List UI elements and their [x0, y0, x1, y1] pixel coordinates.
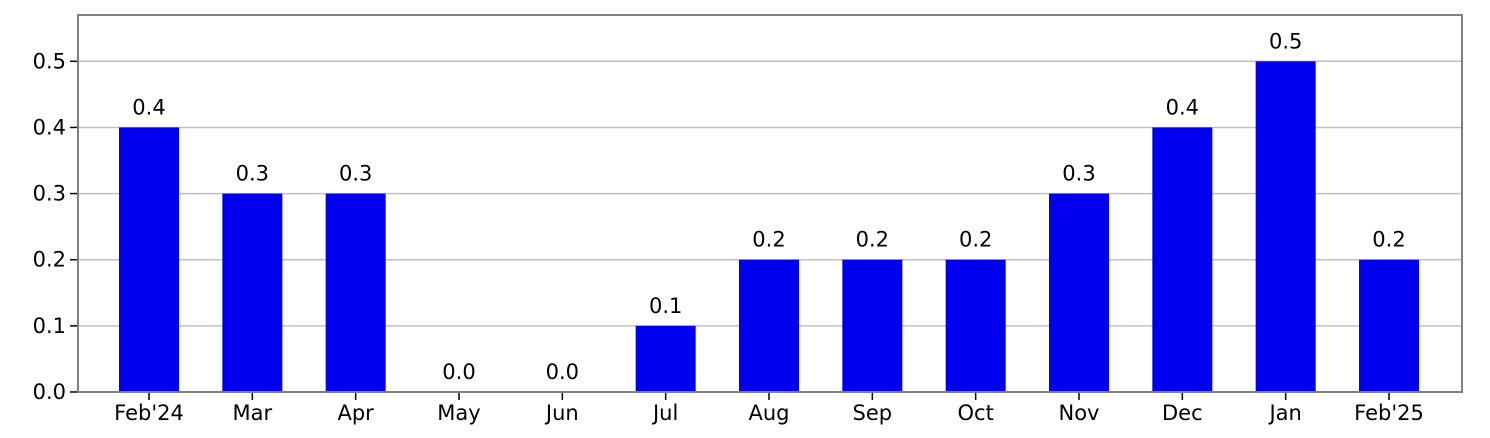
data-label: 0.0	[442, 360, 475, 384]
bar	[222, 193, 283, 392]
data-label: 0.5	[1269, 29, 1302, 53]
y-tick-label: 0.3	[33, 182, 66, 206]
bar	[325, 193, 386, 392]
bar	[635, 325, 696, 392]
x-tick-label: Oct	[958, 401, 994, 425]
data-label: 0.2	[959, 228, 992, 252]
data-label: 0.4	[132, 95, 165, 119]
plot-frame	[77, 14, 1463, 393]
data-label: 0.4	[1166, 95, 1199, 119]
data-labels: 0.4 0.3 0.3 0.0 0.0 0.1 0.2 0.2 0.2 0.3 0.4 0.5 0.2	[132, 29, 1405, 384]
x-tick-label: Aug	[748, 401, 789, 425]
data-label: 0.2	[856, 228, 889, 252]
x-tick-label: Apr	[337, 401, 374, 425]
data-label: 0.3	[236, 162, 269, 186]
data-label: 0.1	[649, 294, 682, 318]
x-tick-label: Jun	[544, 401, 579, 425]
bar	[1152, 127, 1213, 392]
axes: 0.0 0.1 0.2 0.3 0.4 0.5 Feb'24 Mar Apr May Jun Jul A…	[33, 14, 1463, 425]
y-tick-label: 0.0	[33, 380, 66, 404]
y-tick-label: 0.1	[33, 314, 66, 338]
x-tick-label: Nov	[1059, 401, 1100, 425]
data-label: 0.3	[1062, 162, 1095, 186]
x-tick-label: Feb'24	[114, 401, 184, 425]
bar	[1359, 259, 1419, 392]
x-tick-label: Jan	[1267, 401, 1301, 425]
y-tick-label: 0.5	[33, 49, 66, 73]
x-tick-label: May	[437, 401, 480, 425]
x-tick-label: Mar	[233, 401, 273, 425]
bar	[739, 259, 799, 392]
data-label: 0.3	[339, 162, 372, 186]
bar	[119, 127, 179, 392]
bar	[1049, 193, 1109, 392]
bar	[1255, 61, 1316, 392]
bar	[945, 259, 1006, 392]
y-tick-label: 0.2	[33, 248, 66, 272]
data-label: 0.2	[1372, 228, 1405, 252]
gridlines	[78, 60, 1462, 327]
data-label: 0.2	[752, 228, 785, 252]
bars	[119, 61, 1419, 392]
data-label: 0.0	[546, 360, 579, 384]
x-tick-label: Feb'25	[1354, 401, 1424, 425]
x-tick-label: Jul	[651, 401, 678, 425]
x-tick-label: Dec	[1162, 401, 1203, 425]
x-tick-label: Sep	[853, 401, 893, 425]
y-tick-label: 0.4	[33, 115, 66, 139]
bar	[842, 259, 903, 392]
